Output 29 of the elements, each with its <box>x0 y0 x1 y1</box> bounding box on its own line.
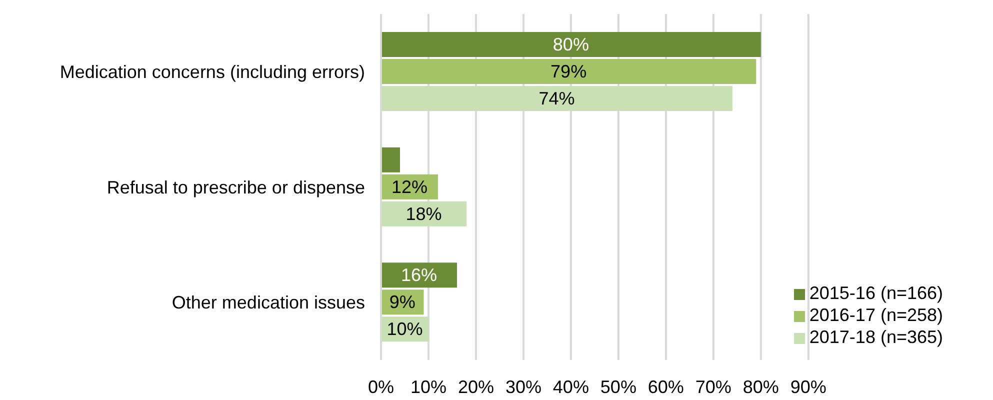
data-label: 12% <box>391 176 428 197</box>
x-tick-label: 90% <box>790 376 826 397</box>
y-tick-label: Medication concerns (including errors) <box>60 62 365 82</box>
x-tick-label: 50% <box>600 376 636 397</box>
x-tick-label: 10% <box>410 376 447 397</box>
y-tick-label: Other medication issues <box>172 292 365 313</box>
bar <box>381 86 732 111</box>
data-label: 16% <box>400 265 438 286</box>
data-label: 10% <box>386 319 423 340</box>
x-tick-label: 30% <box>505 376 542 397</box>
x-tick-label: 20% <box>458 376 494 397</box>
x-tick-label: 0% <box>368 376 394 397</box>
data-label: 79% <box>550 62 587 82</box>
legend-label: 2016-17 (n=258) <box>809 305 943 325</box>
x-tick-label: 80% <box>742 376 779 397</box>
legend-label: 2017-18 (n=365) <box>809 327 943 347</box>
bar <box>381 32 761 57</box>
data-label: 9% <box>389 292 416 312</box>
bar <box>381 201 466 226</box>
data-label: 18% <box>406 204 442 224</box>
x-tick-label: 60% <box>648 376 684 397</box>
data-label: 74% <box>538 88 575 108</box>
x-tick-label: 40% <box>552 376 589 397</box>
bar <box>381 147 400 172</box>
data-label: 80% <box>552 34 589 54</box>
legend-label: 2015-16 (n=166) <box>809 283 943 303</box>
bar <box>381 59 756 84</box>
y-tick-label: Refusal to prescribe or dispense <box>106 177 365 198</box>
x-tick-label: 70% <box>695 376 732 397</box>
